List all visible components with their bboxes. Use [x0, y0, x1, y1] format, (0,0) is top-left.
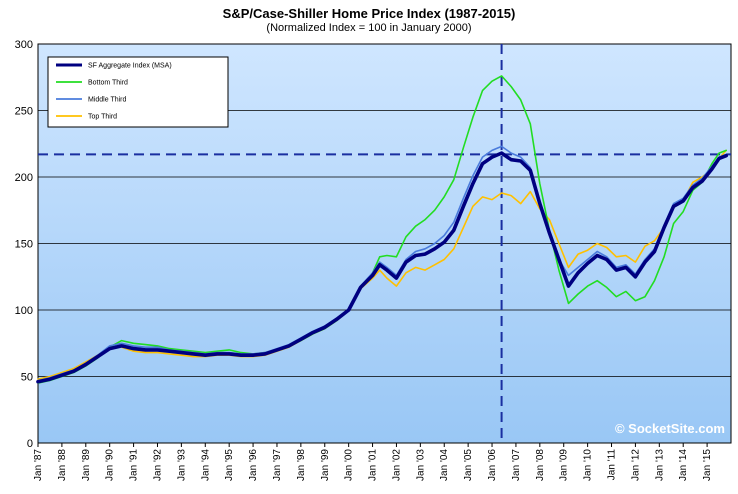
y-tick-label: 100: [15, 305, 33, 317]
x-tick-label: Jan '87: [33, 449, 44, 481]
x-tick-label: Jan '99: [320, 449, 331, 481]
x-tick-label: Jan '92: [152, 449, 163, 481]
chart-subtitle: (Normalized Index = 100 in January 2000): [266, 22, 472, 34]
x-tick-label: Jan '09: [559, 449, 570, 481]
x-tick-label: Jan '88: [57, 449, 68, 481]
x-tick-label: Jan '96: [248, 449, 259, 481]
y-tick-label: 0: [27, 438, 33, 450]
legend-label: Top Third: [88, 114, 117, 121]
x-tick-label: Jan '91: [129, 449, 140, 481]
series-lines: [36, 75, 728, 384]
y-tick-label: 200: [15, 172, 33, 184]
reference-lines: [38, 44, 731, 443]
legend-label: Bottom Third: [88, 80, 128, 87]
y-tick-label: 250: [15, 106, 33, 118]
x-tick-label: Jan '00: [344, 449, 355, 481]
x-tick-label: Jan '95: [224, 449, 235, 481]
x-tick-label: Jan '12: [630, 449, 641, 481]
x-tick-label: Jan '89: [81, 449, 92, 481]
x-tick-label: Jan '02: [391, 449, 402, 481]
x-tick-label: Jan '94: [200, 449, 211, 481]
x-tick-label: Jan '13: [654, 449, 665, 481]
legend-label: Middle Third: [88, 97, 126, 104]
x-tick-label: Jan '04: [439, 449, 450, 481]
x-tick-label: Jan '90: [105, 449, 116, 481]
x-tick-label: Jan '97: [272, 449, 283, 481]
y-tick-label: 150: [15, 239, 33, 251]
x-tick-label: Jan '93: [176, 449, 187, 481]
x-tick-label: Jan '08: [535, 449, 546, 481]
legend: SF Aggregate Index (MSA) Bottom Third Midd…: [47, 56, 229, 128]
x-tick-label: Jan '98: [296, 449, 307, 481]
legend-label: SF Aggregate Index (MSA): [88, 63, 172, 70]
x-tick-label: Jan '06: [487, 449, 498, 481]
watermark-text: © SocketSite.com: [615, 421, 725, 436]
x-tick-label: Jan '07: [511, 449, 522, 481]
x-tick-label: Jan '11: [607, 449, 618, 481]
x-tick-label: Jan '05: [463, 449, 474, 481]
chart-title: S&P/Case-Shiller Home Price Index (1987-…: [222, 6, 516, 21]
y-tick-label: 300: [15, 39, 33, 51]
x-tick-label: Jan '15: [702, 449, 713, 481]
x-tick-label: Jan '01: [368, 449, 379, 481]
y-tick-label: 50: [21, 372, 33, 384]
series-line-sf-aggregate-index-msa: [36, 151, 728, 384]
x-tick-label: Jan '03: [415, 449, 426, 481]
x-tick-label: Jan '14: [678, 449, 689, 481]
series-line-bottom-third: [37, 75, 727, 384]
x-axis: Jan '87 Jan '88 Jan '89 Jan '90 Jan '91 Jan '…: [33, 443, 713, 481]
x-tick-label: Jan '10: [583, 449, 594, 481]
y-axis: 0 50 100 150 200 250 300: [15, 39, 33, 450]
series-line-top-third: [37, 149, 727, 380]
